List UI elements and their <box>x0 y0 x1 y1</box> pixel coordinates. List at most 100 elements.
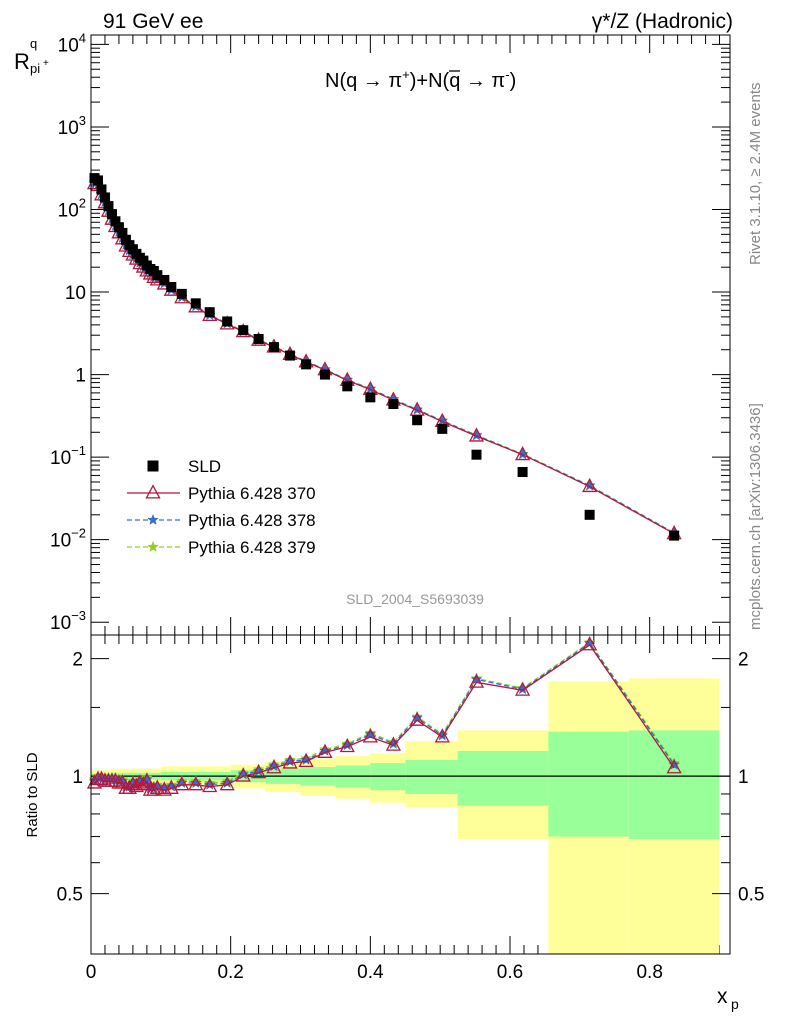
data-point <box>365 392 376 403</box>
pythia-370-point <box>666 759 682 774</box>
svg-text:q: q <box>30 36 37 51</box>
data-point <box>301 359 312 370</box>
y-tick-label: 10−3 <box>50 608 86 634</box>
pythia-370-point <box>298 752 314 768</box>
pythia-370-point <box>93 770 110 786</box>
ratio-panel: 0 0.2 0.4 0.6 0.8 0.5 0.5 1 1 2 2 <box>57 635 764 983</box>
data-point <box>253 333 264 344</box>
ratio-p378-point <box>387 737 400 749</box>
data-point <box>285 350 296 361</box>
data-point <box>238 325 249 336</box>
pythia-370-point <box>339 737 355 753</box>
pythia-370-point <box>282 754 298 769</box>
y-tick-label: 104 <box>58 30 86 56</box>
pythia-370-point <box>385 736 401 751</box>
mcplots-label: mcplots.cern.ch [arXiv:1306.3436] <box>747 403 764 630</box>
x-tick-label: 0 <box>86 962 97 983</box>
header-right: γ*/Z (Hadronic) <box>592 10 733 33</box>
legend: SLD Pythia 6.428 370 Pythia 6.428 378 Pythi… <box>127 457 316 557</box>
pythia-370-point <box>434 728 450 743</box>
svg-text:p: p <box>731 996 739 1012</box>
uncertainty-band-inner <box>405 759 458 794</box>
pythia-370-point <box>149 779 165 794</box>
ratio-p378-point <box>341 738 354 751</box>
legend-label-p370: Pythia 6.428 370 <box>188 484 316 503</box>
analysis-id: SLD_2004_S5693039 <box>346 591 484 607</box>
data-point <box>92 175 103 186</box>
ratio-y-tick-label: 2 <box>72 650 83 671</box>
svg-text:R: R <box>14 49 30 74</box>
data-point <box>437 423 448 434</box>
uncertainty-band-inner <box>457 750 549 806</box>
pythia-370-point <box>107 772 124 787</box>
pythia-370-point <box>202 777 218 793</box>
legend-label-p378: Pythia 6.428 378 <box>188 511 316 530</box>
pythia-370-point <box>409 711 425 726</box>
data-point <box>152 270 163 281</box>
y-tick-label: 10−1 <box>50 443 86 469</box>
data-point <box>176 288 187 299</box>
data-point <box>584 509 595 520</box>
data-point <box>669 530 680 541</box>
ratio-frame <box>90 634 731 955</box>
y-tick-label: 102 <box>58 195 86 221</box>
pythia-370-point <box>135 776 151 791</box>
pythia-370-point <box>139 772 155 787</box>
data-point <box>103 201 114 212</box>
main-y-label: R q pi + <box>14 36 49 76</box>
pythia-370-point <box>188 776 204 791</box>
ratio-y-tick-label-right: 2 <box>738 650 749 671</box>
legend-marker-p379 <box>147 540 159 552</box>
pythia-370-point <box>146 781 162 796</box>
ratio-p378-point <box>319 744 331 756</box>
data-point <box>159 274 170 285</box>
data-point <box>222 316 233 327</box>
svg-text:x: x <box>717 985 728 1008</box>
data-point <box>113 222 124 233</box>
pythia-370-point <box>468 673 485 688</box>
data-point <box>120 234 131 245</box>
y-tick-label: 10 <box>65 283 86 304</box>
ratio-p378-point <box>300 753 312 765</box>
y-tick-label: 103 <box>58 113 86 139</box>
uncertainty-band-inner <box>548 731 629 837</box>
x-tick-label: 0.8 <box>636 962 662 983</box>
pythia-370-point <box>266 759 282 774</box>
data-point <box>166 282 177 293</box>
x-axis-label: x p <box>717 985 739 1012</box>
data-point <box>204 307 215 318</box>
pythia-370-point <box>582 636 598 651</box>
pythia-370-point <box>515 681 531 696</box>
data-point <box>106 209 117 220</box>
data-point <box>342 381 353 392</box>
svg-text:pi: pi <box>30 61 40 76</box>
data-point <box>99 192 110 203</box>
x-tick-label: 0.4 <box>357 962 384 983</box>
pythia-370-point <box>235 767 251 782</box>
pythia-378-point <box>364 382 377 395</box>
data-point <box>268 342 279 353</box>
pythia-370-point <box>362 728 378 743</box>
x-tick-label: 0.6 <box>497 962 523 983</box>
rivet-label: Rivet 3.1.10, ≥ 2.4M events <box>747 83 764 266</box>
data-point <box>319 369 330 380</box>
y-tick-label: 10−2 <box>50 526 86 552</box>
pythia-370-point <box>409 401 425 416</box>
data-point <box>388 399 399 410</box>
data-point <box>517 467 528 478</box>
ratio-y-label: Ratio to SLD <box>24 752 41 837</box>
y-tick-label: 1 <box>75 366 86 387</box>
pythia-370-point <box>582 477 598 493</box>
data-point <box>147 460 159 472</box>
main-frame <box>90 34 731 636</box>
legend-label-p379: Pythia 6.428 379 <box>188 538 316 557</box>
data-point <box>412 415 423 426</box>
pythia-370-point <box>174 776 190 791</box>
ratio-y-tick-label-right: 1 <box>738 767 749 788</box>
data-point <box>190 298 201 309</box>
svg-text:+: + <box>43 58 49 69</box>
series-line-p378 <box>94 182 675 534</box>
pythia-370-point <box>468 427 485 442</box>
pythia-370-point <box>317 743 333 758</box>
